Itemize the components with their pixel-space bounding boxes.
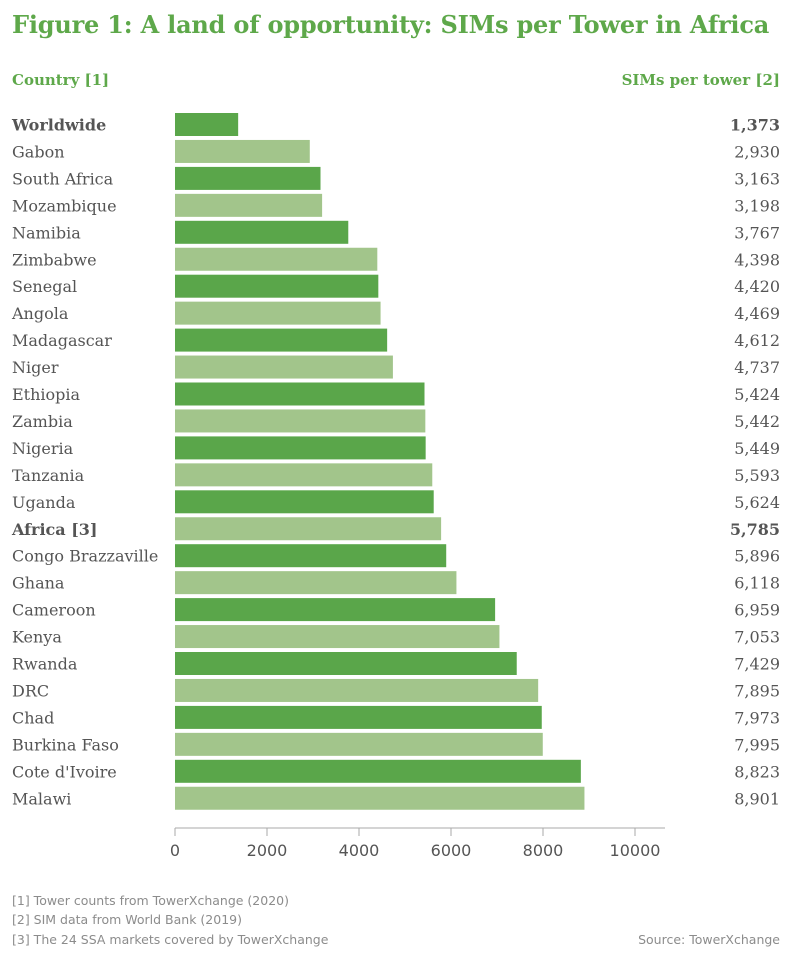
bar xyxy=(175,220,349,244)
value-label: 3,767 xyxy=(734,223,780,242)
source-note: Source: TowerXchange xyxy=(638,932,780,947)
footnote-1: [1] Tower counts from TowerXchange (2020… xyxy=(12,893,289,908)
bar xyxy=(175,301,381,325)
x-tick-label: 2000 xyxy=(247,841,288,860)
category-label: Zambia xyxy=(12,412,73,431)
bar xyxy=(175,463,433,487)
x-tick-label: 8000 xyxy=(523,841,564,860)
value-label: 7,895 xyxy=(734,681,780,700)
category-label: Congo Brazzaville xyxy=(12,547,158,566)
value-label: 6,118 xyxy=(734,574,780,593)
bar-chart: Worldwide 1,373 Gabon 2,930 South Africa 3,16… xyxy=(11,113,780,860)
bar xyxy=(175,786,585,810)
bar xyxy=(175,382,425,406)
value-label: 5,442 xyxy=(734,412,780,431)
bar xyxy=(175,544,447,568)
bar xyxy=(175,436,426,460)
bar xyxy=(175,625,500,649)
category-label: Uganda xyxy=(12,493,76,512)
value-column-header: SIMs per tower [2] xyxy=(621,71,780,89)
category-label: Malawi xyxy=(12,789,71,808)
category-label: South Africa xyxy=(12,169,114,188)
value-label: 5,785 xyxy=(730,520,780,539)
category-label: Zimbabwe xyxy=(12,250,97,269)
value-label: 1,373 xyxy=(730,116,780,135)
value-label: 2,930 xyxy=(734,142,780,161)
category-label: Chad xyxy=(12,708,54,727)
bar xyxy=(175,652,517,675)
value-label: 5,449 xyxy=(734,439,780,458)
value-label: 8,901 xyxy=(734,789,780,808)
value-label: 7,995 xyxy=(734,735,780,754)
category-label: Burkina Faso xyxy=(12,735,119,754)
bar xyxy=(175,732,543,756)
value-label: 8,823 xyxy=(734,762,780,781)
bar xyxy=(175,705,542,729)
category-label: Nigeria xyxy=(12,439,74,458)
value-label: 5,624 xyxy=(734,493,780,512)
bar xyxy=(175,355,393,379)
bar xyxy=(175,113,239,136)
category-label: DRC xyxy=(12,681,49,700)
value-label: 4,469 xyxy=(734,304,780,323)
chart-title: Figure 1: A land of opportunity: SIMs pe… xyxy=(12,10,770,39)
x-tick-label: 4000 xyxy=(339,841,380,860)
category-label: Worldwide xyxy=(11,116,106,135)
bar xyxy=(175,678,539,702)
category-label: Cote d'Ivoire xyxy=(12,762,117,781)
value-label: 3,198 xyxy=(734,196,780,215)
category-label: Ghana xyxy=(12,574,65,593)
category-label: Madagascar xyxy=(12,331,112,350)
bar xyxy=(175,517,442,541)
category-label: Namibia xyxy=(12,223,81,242)
bar xyxy=(175,193,323,217)
footnote-3: [3] The 24 SSA markets covered by TowerX… xyxy=(12,932,329,947)
x-tick-label: 10000 xyxy=(610,841,661,860)
bar xyxy=(175,571,457,595)
x-tick-label: 6000 xyxy=(431,841,472,860)
value-label: 4,398 xyxy=(734,250,780,269)
value-label: 7,053 xyxy=(734,628,780,647)
category-label: Cameroon xyxy=(12,601,96,620)
bar xyxy=(175,274,379,298)
bar xyxy=(175,328,388,352)
value-label: 5,593 xyxy=(734,466,780,485)
bar xyxy=(175,247,378,271)
bar xyxy=(175,490,434,514)
bar xyxy=(175,166,321,190)
category-label: Senegal xyxy=(12,277,77,296)
value-label: 4,737 xyxy=(734,358,780,377)
category-label: Gabon xyxy=(12,142,65,161)
value-label: 3,163 xyxy=(734,169,780,188)
value-label: 4,420 xyxy=(734,277,780,296)
value-label: 7,973 xyxy=(734,708,780,727)
bar xyxy=(175,598,496,622)
category-label: Mozambique xyxy=(12,196,117,215)
category-label: Rwanda xyxy=(12,655,78,674)
category-label: Ethiopia xyxy=(12,385,81,404)
bar xyxy=(175,409,426,433)
category-label: Tanzania xyxy=(12,466,85,485)
value-label: 6,959 xyxy=(734,601,780,620)
category-label: Niger xyxy=(12,358,59,377)
value-label: 4,612 xyxy=(734,331,780,350)
value-label: 5,896 xyxy=(734,547,780,566)
bar xyxy=(175,759,581,783)
category-label: Angola xyxy=(11,304,69,323)
category-label: Africa [3] xyxy=(11,520,97,539)
category-label: Kenya xyxy=(12,628,62,647)
value-label: 5,424 xyxy=(734,385,780,404)
bar xyxy=(175,139,310,163)
x-tick-label: 0 xyxy=(170,841,180,860)
footnote-2: [2] SIM data from World Bank (2019) xyxy=(12,912,242,927)
value-label: 7,429 xyxy=(734,655,780,674)
country-column-header: Country [1] xyxy=(12,71,110,89)
